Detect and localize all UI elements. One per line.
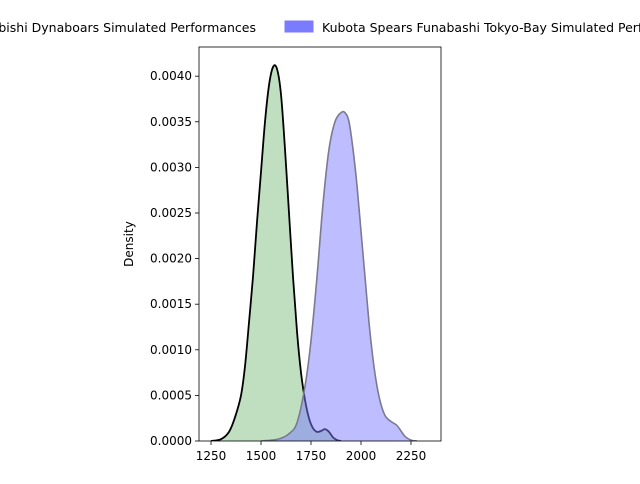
series-1-area	[211, 65, 341, 441]
series-2	[260, 110, 418, 441]
legend: Mitsubishi Dynaboars Simulated Performan…	[0, 20, 640, 35]
x-tick-label-1500: 1500	[246, 449, 277, 463]
y-tick-label-7: 0.0035	[150, 115, 192, 129]
x-axis: 1250 1500 1750 2000 2250	[196, 441, 427, 463]
y-tick-label-0: 0.0000	[150, 434, 192, 448]
legend-label-series-2: Kubota Spears Funabashi Tokyo-Bay Simula…	[322, 20, 640, 35]
y-tick-label-3: 0.0015	[150, 297, 192, 311]
x-tick-label-1250: 1250	[196, 449, 227, 463]
y-axis-title: Density	[122, 221, 136, 267]
legend-label-series-1: Mitsubishi Dynaboars Simulated Performan…	[0, 20, 256, 35]
legend-swatch-series-2	[284, 20, 314, 33]
x-tick-label-2000: 2000	[346, 449, 377, 463]
y-axis: 0.0000 0.0005 0.0010 0.0015 0.0020 0.0025 0.00…	[150, 69, 199, 448]
plot-frame	[198, 46, 442, 442]
plot-area	[198, 46, 442, 442]
x-tick-label-2250: 2250	[396, 449, 427, 463]
x-tick-label-1750: 1750	[296, 449, 327, 463]
series-2-line	[260, 110, 418, 441]
y-tick-label-6: 0.0030	[150, 160, 192, 174]
series-2-area	[261, 111, 417, 441]
y-tick-label-4: 0.0020	[150, 252, 192, 266]
y-tick-label-1: 0.0005	[150, 388, 192, 402]
y-tick-label-5: 0.0025	[150, 206, 192, 220]
y-tick-label-2: 0.0010	[150, 343, 192, 357]
y-tick-label-8: 0.0040	[150, 69, 192, 83]
